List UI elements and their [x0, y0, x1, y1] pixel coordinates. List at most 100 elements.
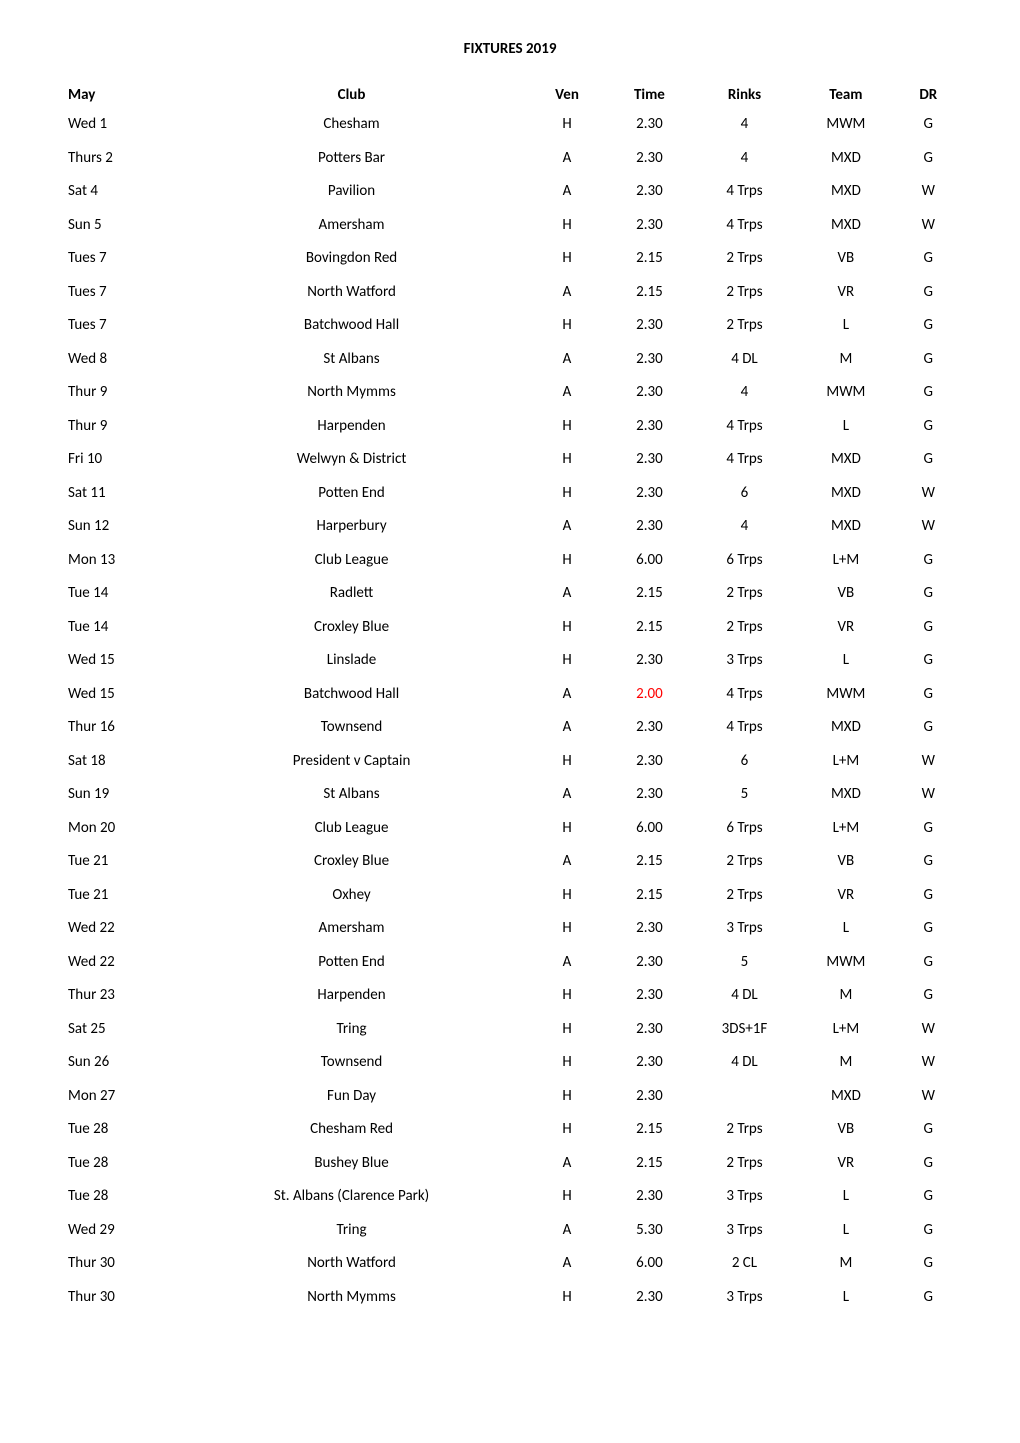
cell-dr: G — [897, 611, 960, 645]
cell-club: Harperbury — [174, 510, 529, 544]
cell-ven: H — [529, 1180, 605, 1214]
cell-time: 2.15 — [605, 845, 694, 879]
cell-time: 2.30 — [605, 510, 694, 544]
cell-ven: A — [529, 142, 605, 176]
cell-time: 2.15 — [605, 276, 694, 310]
cell-dr: G — [897, 1180, 960, 1214]
header-team: Team — [795, 82, 896, 108]
cell-time: 2.30 — [605, 175, 694, 209]
cell-club: Croxley Blue — [174, 845, 529, 879]
table-row: Sat 4PavilionA2.304 TrpsMXDW — [60, 175, 960, 209]
cell-dr: W — [897, 510, 960, 544]
cell-rinks: 2 Trps — [694, 309, 795, 343]
table-row: Sat 18President v CaptainH2.306L+MW — [60, 745, 960, 779]
cell-dr: G — [897, 1214, 960, 1248]
table-row: Tue 28St. Albans (Clarence Park)H2.303 T… — [60, 1180, 960, 1214]
cell-team: L+M — [795, 745, 896, 779]
cell-time: 2.30 — [605, 108, 694, 142]
table-row: Tues 7Batchwood HallH2.302 TrpsLG — [60, 309, 960, 343]
cell-time: 2.30 — [605, 410, 694, 444]
table-row: Sat 25TringH2.303DS+1FL+MW — [60, 1013, 960, 1047]
cell-team: VB — [795, 242, 896, 276]
cell-dr: G — [897, 309, 960, 343]
cell-team: VR — [795, 1147, 896, 1181]
cell-club: Linslade — [174, 644, 529, 678]
cell-ven: H — [529, 410, 605, 444]
cell-ven: H — [529, 443, 605, 477]
table-row: Thur 16TownsendA2.304 TrpsMXDG — [60, 711, 960, 745]
table-row: Mon 20Club LeagueH6.006 TrpsL+MG — [60, 812, 960, 846]
cell-ven: A — [529, 376, 605, 410]
cell-dr: G — [897, 276, 960, 310]
cell-ven: H — [529, 544, 605, 578]
cell-dr: G — [897, 678, 960, 712]
cell-team: VR — [795, 879, 896, 913]
table-row: Wed 22Potten EndA2.305MWMG — [60, 946, 960, 980]
cell-club: Harpenden — [174, 410, 529, 444]
cell-time: 2.15 — [605, 242, 694, 276]
cell-club: Oxhey — [174, 879, 529, 913]
cell-dr: G — [897, 544, 960, 578]
cell-rinks — [694, 1080, 795, 1114]
table-row: Tue 14RadlettA2.152 TrpsVBG — [60, 577, 960, 611]
cell-team: MXD — [795, 443, 896, 477]
cell-team: L+M — [795, 812, 896, 846]
table-row: Tue 21Croxley BlueA2.152 TrpsVBG — [60, 845, 960, 879]
cell-time: 2.30 — [605, 142, 694, 176]
cell-club: Potters Bar — [174, 142, 529, 176]
cell-ven: H — [529, 812, 605, 846]
table-row: Thur 9North MymmsA2.304MWMG — [60, 376, 960, 410]
cell-dr: G — [897, 376, 960, 410]
cell-team: VR — [795, 611, 896, 645]
cell-time: 2.30 — [605, 1046, 694, 1080]
table-row: Thurs 2Potters BarA2.304MXDG — [60, 142, 960, 176]
cell-rinks: 3 Trps — [694, 644, 795, 678]
cell-time: 2.30 — [605, 309, 694, 343]
cell-day: Wed 22 — [60, 946, 174, 980]
cell-ven: H — [529, 242, 605, 276]
cell-ven: A — [529, 510, 605, 544]
cell-day: Tue 28 — [60, 1113, 174, 1147]
fixtures-table: May Club Ven Time Rinks Team DR Wed 1Che… — [60, 82, 960, 1314]
cell-day: Tues 7 — [60, 309, 174, 343]
cell-day: Wed 15 — [60, 644, 174, 678]
table-row: Mon 27Fun DayH2.30MXDW — [60, 1080, 960, 1114]
cell-time: 2.15 — [605, 879, 694, 913]
cell-team: L — [795, 644, 896, 678]
cell-dr: G — [897, 577, 960, 611]
table-row: Wed 8St AlbansA2.304 DLMG — [60, 343, 960, 377]
cell-time: 2.15 — [605, 577, 694, 611]
table-row: Mon 13Club LeagueH6.006 TrpsL+MG — [60, 544, 960, 578]
cell-rinks: 6 Trps — [694, 544, 795, 578]
cell-time: 2.30 — [605, 979, 694, 1013]
cell-rinks: 4 — [694, 142, 795, 176]
cell-ven: H — [529, 611, 605, 645]
cell-day: Tues 7 — [60, 242, 174, 276]
cell-ven: H — [529, 1113, 605, 1147]
cell-team: L — [795, 912, 896, 946]
cell-dr: G — [897, 242, 960, 276]
cell-dr: W — [897, 209, 960, 243]
cell-day: Sun 26 — [60, 1046, 174, 1080]
cell-day: Wed 15 — [60, 678, 174, 712]
cell-team: L+M — [795, 1013, 896, 1047]
cell-ven: A — [529, 343, 605, 377]
cell-ven: A — [529, 1147, 605, 1181]
cell-rinks: 5 — [694, 778, 795, 812]
cell-club: Batchwood Hall — [174, 309, 529, 343]
cell-rinks: 2 Trps — [694, 611, 795, 645]
cell-day: Thurs 2 — [60, 142, 174, 176]
cell-ven: H — [529, 477, 605, 511]
cell-time: 2.30 — [605, 209, 694, 243]
table-row: Sun 12HarperburyA2.304MXDW — [60, 510, 960, 544]
page-title: FIXTURES 2019 — [60, 40, 960, 58]
cell-club: Amersham — [174, 912, 529, 946]
cell-rinks: 4 DL — [694, 979, 795, 1013]
cell-time: 2.30 — [605, 946, 694, 980]
cell-rinks: 2 Trps — [694, 845, 795, 879]
table-row: Thur 9HarpendenH2.304 TrpsLG — [60, 410, 960, 444]
cell-day: Tues 7 — [60, 276, 174, 310]
cell-rinks: 3 Trps — [694, 1281, 795, 1315]
cell-team: VB — [795, 577, 896, 611]
cell-ven: H — [529, 979, 605, 1013]
